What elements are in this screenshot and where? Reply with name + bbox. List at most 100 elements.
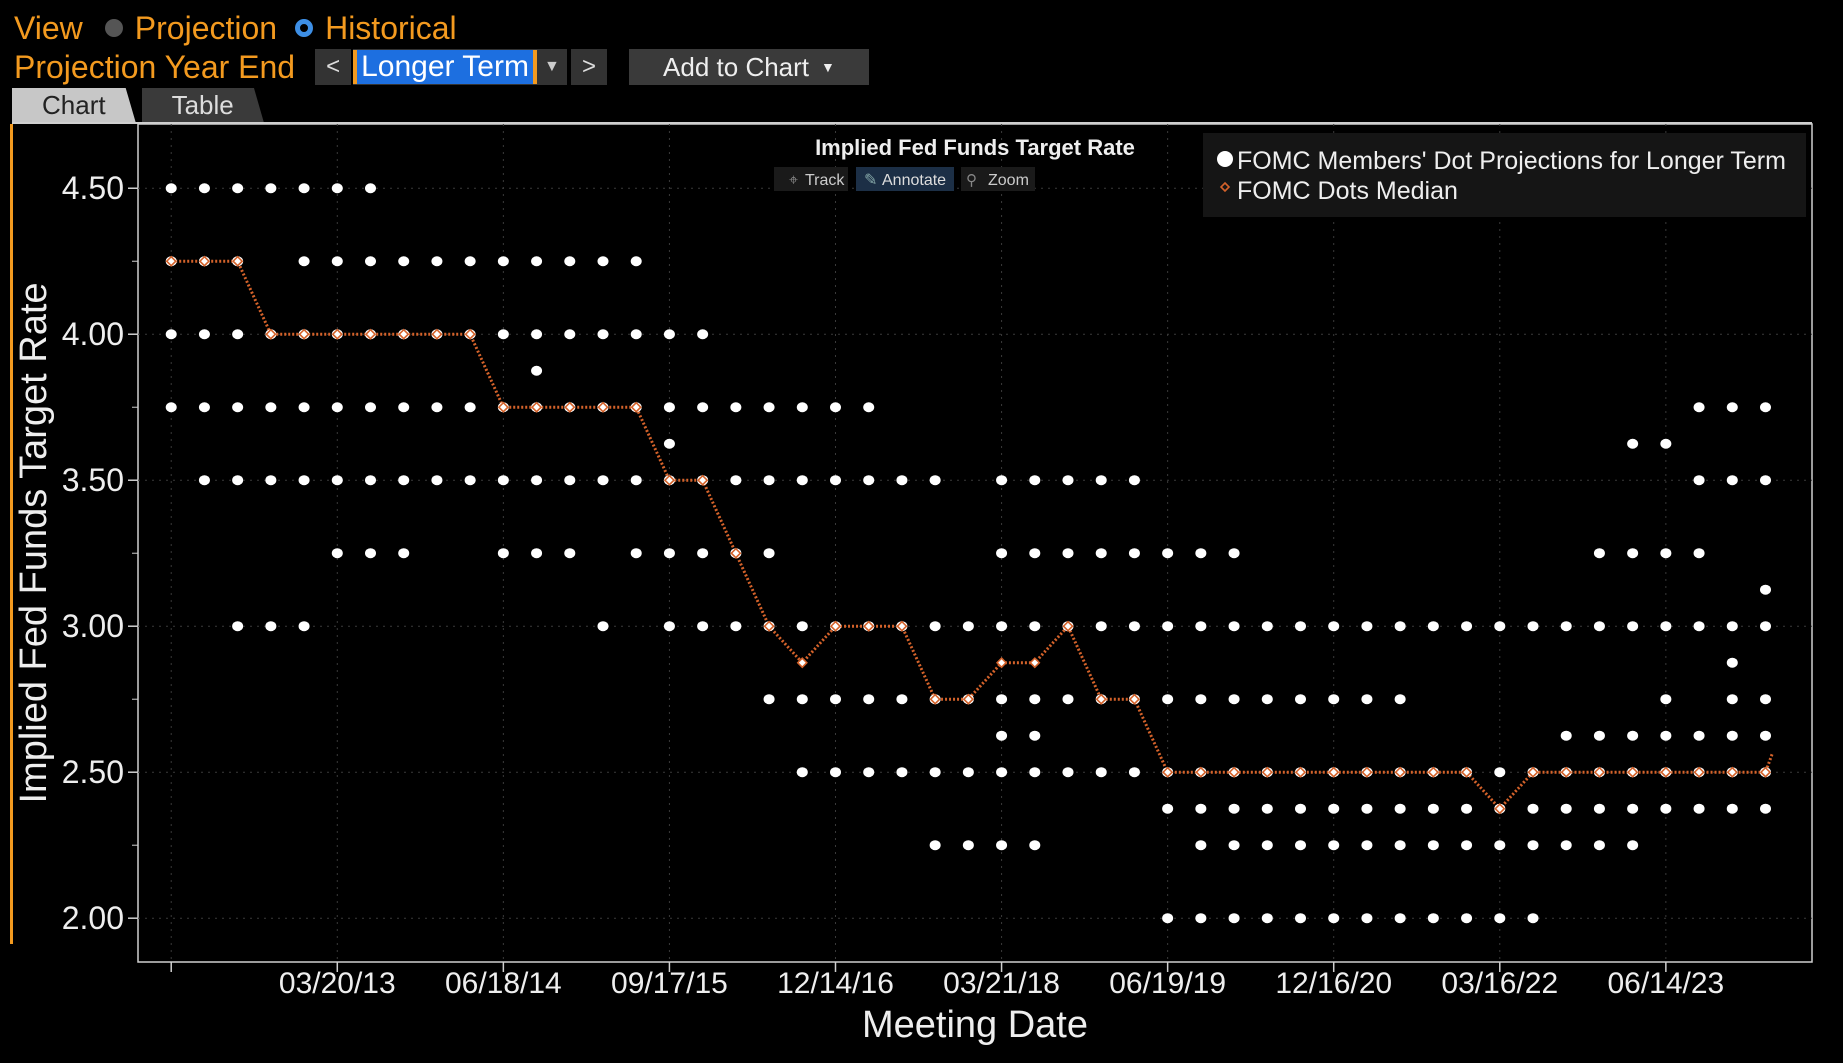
projection-dot	[331, 183, 343, 194]
projection-dot	[1328, 621, 1340, 632]
median-point	[663, 474, 676, 486]
projection-dot	[763, 548, 775, 559]
legend-dot-marker	[1217, 151, 1233, 167]
track-label: Track	[805, 172, 845, 189]
projection-dot	[1162, 803, 1174, 814]
projection-dot	[1228, 840, 1240, 851]
y-axis-label: Implied Fed Funds Target Rate	[13, 282, 55, 803]
radio-selected-icon	[295, 19, 314, 37]
zoom-button[interactable]	[961, 167, 1035, 191]
projection-dot	[1726, 475, 1738, 486]
projection-dot	[929, 475, 941, 486]
x-axis: 03/20/13 06/18/14 09/17/15 12/14/16 03/21/18…	[170, 962, 1724, 1000]
radio-historical-label: Historical	[325, 9, 457, 46]
projection-dot	[564, 475, 576, 486]
median-point	[1062, 620, 1074, 632]
median-point	[265, 328, 277, 340]
projection-dot	[1195, 548, 1207, 559]
plot-frame	[137, 123, 1813, 963]
projection-dot	[365, 475, 376, 486]
projection-dot	[796, 621, 808, 632]
median-point	[1560, 766, 1572, 778]
projection-dot	[896, 767, 908, 778]
median-point	[1460, 766, 1473, 778]
projection-dot	[796, 475, 808, 486]
tab-table[interactable]: Table	[141, 88, 264, 122]
projection-dot	[1162, 913, 1174, 924]
projection-dot	[1660, 730, 1672, 741]
projection-dot	[232, 183, 244, 194]
projection-dot	[1029, 475, 1041, 486]
year-end-row: Projection Year End < Longer Term ▼ > Ad…	[14, 46, 869, 88]
median-point	[1627, 766, 1639, 778]
projection-dot	[1760, 402, 1771, 413]
projection-dot	[1029, 840, 1041, 851]
tab-chart[interactable]: Chart	[12, 88, 136, 122]
add-to-chart-label: Add to Chart	[663, 51, 810, 82]
projection-dot	[597, 621, 609, 632]
next-button[interactable]: >	[570, 49, 607, 85]
projection-dot	[564, 256, 576, 267]
projection-dot	[1627, 621, 1639, 632]
projection-dot	[232, 475, 244, 486]
projection-dot	[1394, 694, 1406, 705]
projection-dot	[996, 767, 1008, 778]
median-point	[1427, 766, 1439, 778]
projection-dot	[265, 183, 277, 194]
legend-median-marker	[1219, 181, 1231, 193]
projection-dot	[1427, 621, 1439, 632]
projection-dot	[531, 548, 543, 559]
projection-dot	[1760, 803, 1771, 814]
projection-dot	[1660, 548, 1672, 559]
projection-dot	[398, 402, 410, 413]
projection-dot	[1095, 475, 1107, 486]
median-point	[1128, 693, 1141, 705]
projection-dot	[1162, 694, 1174, 705]
projection-dot	[564, 548, 576, 559]
prev-button[interactable]: <	[315, 49, 352, 85]
median-point	[497, 401, 509, 413]
median-point	[564, 401, 576, 413]
projection-dot	[431, 402, 443, 413]
track-button[interactable]	[774, 167, 848, 191]
projection-dot	[1029, 767, 1041, 778]
annotate-button[interactable]	[856, 167, 954, 191]
projection-dot	[1095, 767, 1107, 778]
projection-dot	[464, 256, 476, 267]
projection-dot	[1693, 475, 1705, 486]
projection-dot	[929, 767, 941, 778]
projection-dot	[464, 475, 476, 486]
projection-dot	[298, 475, 310, 486]
projection-dot	[564, 329, 576, 340]
projection-dot	[1228, 621, 1240, 632]
median-point	[1228, 766, 1240, 778]
median-point	[431, 328, 443, 340]
x-tick-label: 09/17/15	[611, 967, 728, 1000]
add-to-chart-button[interactable]: Add to Chart ▼	[628, 49, 869, 85]
radio-projection[interactable]: Projection	[104, 9, 278, 47]
projection-dot	[1261, 694, 1273, 705]
radio-projection-label: Projection	[134, 9, 278, 46]
projection-dot	[1228, 548, 1240, 559]
projection-dot	[265, 402, 277, 413]
projection-dot	[298, 402, 310, 413]
projection-dot	[1394, 621, 1406, 632]
projection-dot	[1029, 694, 1041, 705]
projection-dot	[1394, 913, 1406, 924]
projection-dot	[1295, 694, 1306, 705]
year-end-label: Projection Year End	[14, 48, 296, 85]
radio-historical[interactable]: Historical	[295, 10, 457, 47]
median-point	[1261, 766, 1273, 778]
year-end-select-value: Longer Term	[353, 50, 537, 84]
year-end-select[interactable]: Longer Term ▼	[353, 49, 567, 85]
projection-dot	[1527, 840, 1539, 851]
median-point	[1328, 766, 1340, 778]
projection-dot	[863, 767, 875, 778]
projection-dot	[962, 840, 974, 851]
projection-dot	[1660, 621, 1672, 632]
projection-dot	[331, 548, 343, 559]
projection-dot	[1593, 548, 1605, 559]
projection-dot	[165, 402, 177, 413]
projection-dot	[298, 183, 310, 194]
